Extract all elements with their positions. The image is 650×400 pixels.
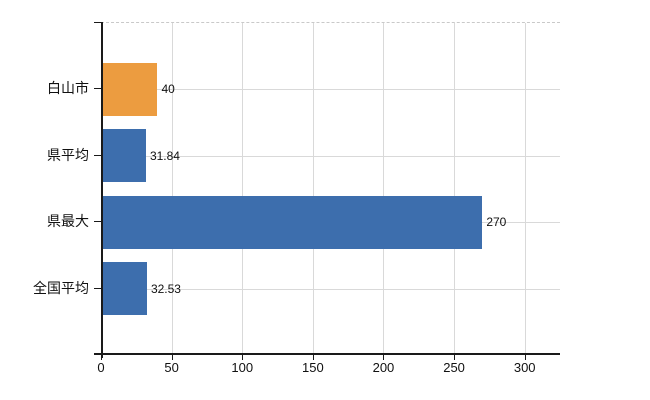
y-axis-tick <box>94 287 101 289</box>
y-axis-tick <box>94 154 101 156</box>
bar-全国平均 <box>101 262 147 316</box>
x-axis-tick-label: 100 <box>231 360 254 375</box>
plot-area: 40 31.84 270 32.53 <box>101 22 560 355</box>
bar-value-label: 32.53 <box>150 281 181 296</box>
y-axis-tick <box>94 88 101 90</box>
y-axis-tick <box>94 221 101 223</box>
x-axis-tick <box>101 355 102 360</box>
horizontal-gridline <box>101 155 560 157</box>
y-axis-line <box>101 22 103 358</box>
bar-value-label: 40 <box>161 82 175 97</box>
bar-県平均 <box>101 129 146 183</box>
bar-value-label: 270 <box>486 215 507 230</box>
x-axis-tick-label: 150 <box>301 360 324 375</box>
x-axis-tick-label: 50 <box>164 360 179 375</box>
x-axis-tick <box>242 355 244 360</box>
vertical-gridline <box>454 23 456 355</box>
x-axis-tick <box>524 355 526 360</box>
y-axis-tick <box>94 22 101 23</box>
vertical-gridline <box>312 23 314 355</box>
bar-value-label: 31.84 <box>149 148 180 163</box>
bar-県最大 <box>101 195 483 249</box>
bar-白山市 <box>101 62 158 116</box>
vertical-gridline <box>171 23 173 355</box>
x-axis-tick <box>454 355 456 360</box>
x-axis-tick <box>383 355 385 360</box>
x-axis-tick <box>312 355 314 360</box>
horizontal-gridline <box>101 288 560 290</box>
x-axis-tick <box>171 355 173 360</box>
vertical-gridline <box>242 23 244 355</box>
category-label: 県最大 <box>47 213 89 230</box>
category-label: 全国平均 <box>33 279 89 296</box>
category-label: 県平均 <box>47 146 89 163</box>
vertical-gridline <box>524 23 526 355</box>
x-axis-line <box>94 353 560 355</box>
vertical-gridline <box>383 23 385 355</box>
x-axis-tick-label: 0 <box>97 360 105 375</box>
x-axis-tick-label: 250 <box>443 360 465 375</box>
category-label: 白山市 <box>47 80 89 97</box>
horizontal-gridline <box>101 89 560 91</box>
x-axis-tick-label: 200 <box>372 360 395 375</box>
x-axis-tick-label: 300 <box>513 360 536 375</box>
